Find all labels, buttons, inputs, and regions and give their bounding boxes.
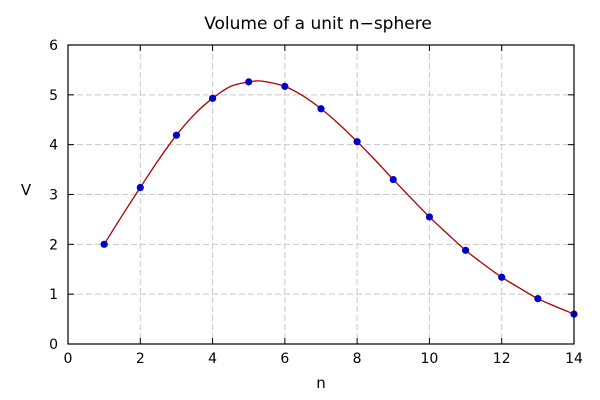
data-point — [281, 82, 289, 90]
data-point — [100, 240, 108, 248]
x-tick-label: 14 — [565, 351, 583, 367]
x-tick-label: 0 — [64, 351, 73, 367]
y-tick-label: 1 — [49, 287, 58, 303]
axis-ticks — [67, 44, 575, 345]
data-point — [353, 138, 361, 146]
x-tick-label: 4 — [208, 351, 217, 367]
y-tick-label: 5 — [49, 88, 58, 104]
data-point — [534, 295, 542, 303]
x-axis-label: n — [316, 374, 326, 392]
data-point — [425, 213, 434, 221]
data-point — [245, 78, 253, 86]
curve-series — [103, 80, 575, 315]
volume-curve — [103, 80, 575, 315]
x-tick-label: 10 — [421, 351, 439, 367]
data-point — [461, 246, 470, 254]
data-point — [208, 94, 217, 102]
x-tick-label: 6 — [280, 351, 289, 367]
y-tick-label: 6 — [49, 38, 58, 54]
y-tick-label: 0 — [49, 337, 58, 353]
data-point — [136, 183, 144, 192]
x-tick-label: 8 — [353, 351, 362, 367]
grid — [68, 45, 574, 344]
chart-title: Volume of a unit n−sphere — [204, 14, 432, 34]
x-tick-label: 12 — [493, 351, 511, 367]
point-series — [100, 78, 578, 318]
y-tick-label: 2 — [49, 237, 58, 253]
data-point — [317, 105, 325, 113]
data-point — [389, 175, 397, 184]
y-axis-label: V — [21, 181, 32, 199]
data-point — [172, 131, 181, 139]
x-tick-label: 2 — [136, 351, 145, 367]
data-point — [498, 273, 506, 281]
y-tick-label: 4 — [49, 138, 58, 154]
y-tick-label: 3 — [49, 188, 58, 204]
